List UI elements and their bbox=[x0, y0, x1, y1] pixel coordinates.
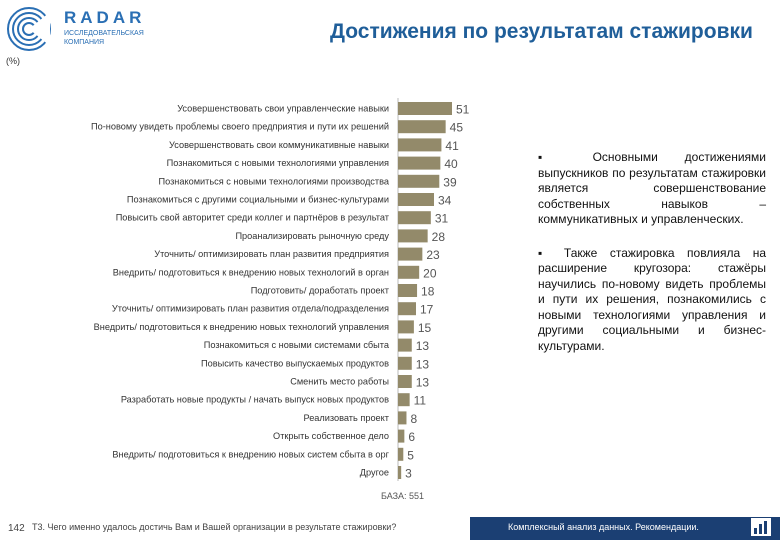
data-label: 13 bbox=[416, 339, 430, 353]
bar bbox=[398, 265, 420, 279]
data-label: 18 bbox=[421, 285, 435, 299]
category-label: Реализовать проект bbox=[303, 413, 389, 423]
footer-band-text: Комплексный анализ данных. Рекомендации. bbox=[508, 522, 699, 532]
category-label: Открыть собственное дело bbox=[273, 431, 389, 441]
category-label: Познакомиться с новыми технологиями упра… bbox=[167, 158, 389, 168]
bar bbox=[398, 375, 412, 388]
data-label: 51 bbox=[456, 103, 470, 117]
survey-question: Т3. Чего именно удалось достичь Вам и Ва… bbox=[32, 522, 397, 532]
data-label: 13 bbox=[416, 376, 430, 390]
commentary-point-2: ▪ Также стажировка повлияла на расширени… bbox=[538, 245, 766, 353]
category-label: Другое bbox=[360, 468, 389, 478]
chart-icon bbox=[751, 518, 771, 536]
data-label: 34 bbox=[438, 194, 452, 208]
radar-logo-icon bbox=[7, 7, 51, 51]
commentary-point-1: ▪ Основными достижениями выпускников по … bbox=[538, 150, 766, 226]
bar bbox=[398, 102, 452, 115]
bar bbox=[398, 120, 446, 134]
category-label: Проанализировать рыночную среду bbox=[235, 231, 389, 241]
bar bbox=[398, 411, 407, 425]
bar bbox=[398, 174, 440, 188]
base-note: БАЗА: 551 bbox=[381, 491, 425, 501]
bar bbox=[398, 284, 418, 297]
category-label: Усовершенствовать свои управленческие на… bbox=[177, 104, 389, 114]
data-label: 13 bbox=[416, 357, 430, 371]
bar bbox=[398, 356, 412, 370]
bar bbox=[398, 229, 428, 243]
bar bbox=[398, 247, 423, 261]
page-number: 142 bbox=[8, 523, 25, 534]
data-label: 40 bbox=[444, 157, 458, 171]
data-label: 11 bbox=[414, 394, 427, 408]
bar bbox=[398, 466, 402, 479]
bar bbox=[398, 138, 442, 152]
bar bbox=[398, 156, 441, 170]
category-label: Уточнить/ оптимизировать план развития о… bbox=[112, 304, 389, 314]
category-label: Внедрить/ подготовиться к внедрению новы… bbox=[94, 322, 389, 332]
category-label: По-новому увидеть проблемы своего предпр… bbox=[91, 122, 389, 132]
bar bbox=[398, 393, 410, 407]
unit-label: (%) bbox=[6, 56, 20, 66]
bar bbox=[398, 193, 434, 206]
category-label: Повысить качество выпускаемых продуктов bbox=[201, 358, 389, 368]
category-label: Сменить место работы bbox=[290, 377, 389, 387]
data-label: 20 bbox=[423, 266, 437, 280]
bar bbox=[398, 211, 431, 225]
category-label: Повысить свой авторитет среди коллег и п… bbox=[116, 213, 390, 223]
page-title: Достижения по результатам стажировки bbox=[330, 20, 753, 43]
data-label: 28 bbox=[432, 230, 446, 244]
data-label: 45 bbox=[450, 121, 464, 135]
bar bbox=[398, 447, 404, 461]
footer: 142 Т3. Чего именно удалось достичь Вам … bbox=[0, 513, 780, 540]
category-label: Разработать новые продукты / начать выпу… bbox=[121, 395, 389, 405]
data-label: 15 bbox=[418, 321, 432, 335]
category-label: Познакомиться с новыми системами сбыта bbox=[204, 340, 390, 350]
bar bbox=[398, 302, 416, 316]
category-label: Внедрить/ подготовиться к внедрению новы… bbox=[112, 449, 389, 459]
bar bbox=[398, 320, 414, 334]
radar-logo: RADAR ИССЛЕДОВАТЕЛЬСКАЯ КОМПАНИЯ bbox=[6, 6, 156, 56]
achievements-bar-chart: Усовершенствовать свои управленческие на… bbox=[91, 98, 470, 481]
commentary: ▪ Основными достижениями выпускников по … bbox=[538, 150, 766, 372]
bar bbox=[398, 338, 412, 352]
data-label: 41 bbox=[445, 139, 459, 153]
logo-subtitle: ИССЛЕДОВАТЕЛЬСКАЯ КОМПАНИЯ bbox=[64, 30, 144, 46]
bar bbox=[398, 429, 405, 443]
category-label: Внедрить/ подготовиться к внедрению новы… bbox=[113, 267, 389, 277]
data-label: 39 bbox=[443, 175, 457, 189]
data-label: 8 bbox=[410, 412, 417, 426]
category-label: Познакомиться с новыми технологиями прои… bbox=[158, 176, 389, 186]
data-label: 5 bbox=[407, 448, 414, 462]
footer-band bbox=[470, 517, 780, 540]
logo-wordmark: RADAR bbox=[64, 8, 146, 27]
data-label: 17 bbox=[420, 303, 434, 317]
data-label: 6 bbox=[408, 430, 415, 444]
category-label: Подготовить/ доработать проект bbox=[251, 286, 390, 296]
data-label: 31 bbox=[435, 212, 449, 226]
category-label: Познакомиться с другими социальными и би… bbox=[127, 195, 389, 205]
data-label: 3 bbox=[405, 467, 412, 481]
category-label: Усовершенствовать свои коммуникативные н… bbox=[169, 140, 389, 150]
data-label: 23 bbox=[426, 248, 440, 262]
category-label: Уточнить/ оптимизировать план развития п… bbox=[154, 249, 389, 259]
